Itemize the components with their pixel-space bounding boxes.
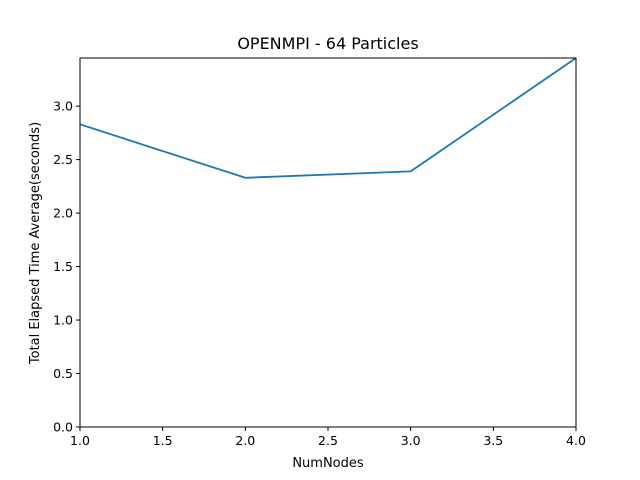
axes-frame bbox=[79, 57, 577, 428]
x-tick-label: 2.0 bbox=[235, 433, 255, 448]
y-axis-ticks: 0.0 0.5 1.0 1.5 2.0 2.5 3.0 bbox=[53, 99, 80, 435]
series-line-0 bbox=[79, 57, 577, 179]
y-tick-label: 3.0 bbox=[53, 99, 73, 114]
x-tick-label: 1.5 bbox=[153, 433, 173, 448]
plot-area bbox=[79, 57, 577, 428]
x-tick-label: 3.0 bbox=[401, 433, 421, 448]
chart-title: OPENMPI - 64 Particles bbox=[237, 34, 418, 53]
y-tick-label: 0.0 bbox=[53, 420, 73, 435]
x-tick-label: 4.0 bbox=[566, 433, 586, 448]
x-tick-label: 3.5 bbox=[483, 433, 503, 448]
y-tick-label: 2.0 bbox=[53, 206, 73, 221]
y-axis-label: Total Elapsed Time Average(seconds) bbox=[28, 122, 43, 365]
y-tick-label: 1.5 bbox=[53, 259, 73, 274]
x-tick-label: 2.5 bbox=[318, 433, 338, 448]
y-tick-label: 0.5 bbox=[53, 366, 73, 381]
y-tick-label: 1.0 bbox=[53, 313, 73, 328]
x-tick-label: 1.0 bbox=[70, 433, 90, 448]
x-axis-ticks: 1.0 1.5 2.0 2.5 3.0 3.5 4.0 bbox=[70, 427, 586, 448]
y-tick-label: 2.5 bbox=[53, 152, 73, 167]
x-axis-label: NumNodes bbox=[292, 456, 364, 471]
